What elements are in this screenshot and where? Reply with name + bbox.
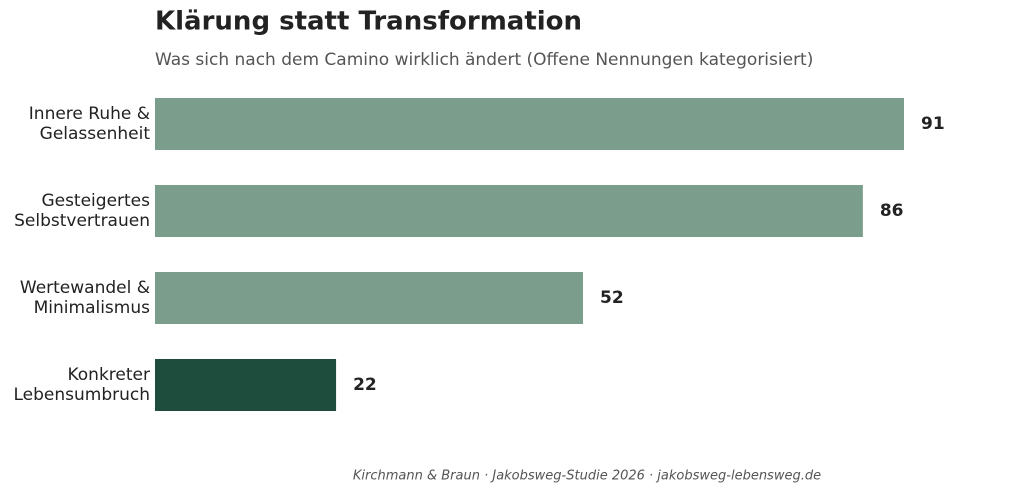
y-tick-label: Innere Ruhe & Gelassenheit: [29, 104, 151, 144]
value-label: 52: [600, 288, 624, 308]
bar: [155, 272, 583, 324]
value-label: 91: [921, 114, 945, 134]
chart-subtitle: Was sich nach dem Camino wirklich ändert…: [155, 50, 813, 70]
value-label: 22: [353, 375, 377, 395]
chart-title: Klärung statt Transformation: [155, 7, 582, 37]
y-tick-label: Gesteigertes Selbstvertrauen: [14, 191, 150, 231]
value-label: 86: [880, 201, 904, 221]
y-tick-label: Wertewandel & Minimalismus: [20, 278, 150, 318]
bar: [155, 185, 863, 237]
bar: [155, 359, 337, 411]
bar: [155, 98, 904, 150]
caption: Kirchmann & Braun · Jakobsweg-Studie 202…: [353, 469, 821, 484]
y-tick-label: Konkreter Lebensumbruch: [13, 365, 150, 405]
